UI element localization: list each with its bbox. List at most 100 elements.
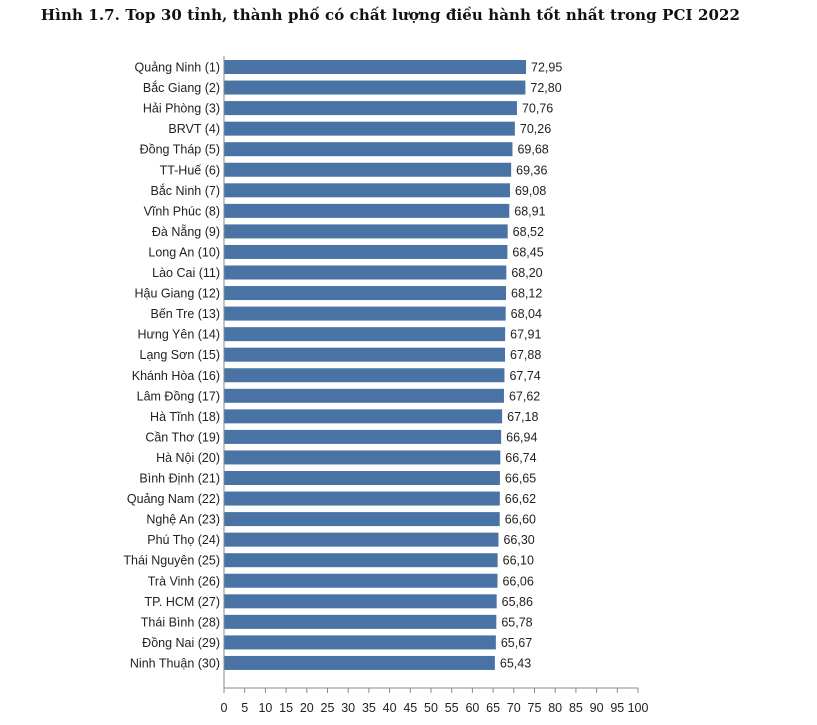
category-label: Hưng Yên (14) <box>138 328 221 342</box>
bar <box>224 450 501 465</box>
bar <box>224 655 495 670</box>
value-label: 65,43 <box>500 656 531 670</box>
x-tick-label: 10 <box>258 701 272 715</box>
category-label: Đồng Tháp (5) <box>140 143 220 157</box>
x-tick-label: 50 <box>424 701 438 715</box>
bar <box>224 512 500 527</box>
value-label: 65,78 <box>501 615 532 629</box>
value-label: 67,62 <box>509 389 540 403</box>
category-label: TT-Huế (6) <box>160 163 220 177</box>
value-label: 67,74 <box>509 369 540 383</box>
bar <box>224 429 502 444</box>
category-labels: Quảng Ninh (1) Bắc Giang (2) Hải Phòng (3)… <box>123 61 220 671</box>
x-tick-label: 5 <box>241 701 248 715</box>
category-label: Quảng Nam (22) <box>127 492 220 506</box>
category-label: Thái Nguyên (25) <box>123 554 220 568</box>
value-label: 68,45 <box>512 245 543 259</box>
category-label: Nghệ An (23) <box>146 513 220 527</box>
bar <box>224 347 506 362</box>
x-axis: 0 5 10 15 20 25 30 35 40 45 50 55 60 65 70 75 80 85 90 95 10… <box>221 56 649 715</box>
bar <box>224 594 497 609</box>
x-tick-label: 90 <box>590 701 604 715</box>
value-label: 65,86 <box>502 595 533 609</box>
bar <box>224 573 498 588</box>
bar <box>224 532 499 547</box>
value-label: 68,12 <box>511 287 542 301</box>
value-label: 70,76 <box>522 102 553 116</box>
value-label: 70,26 <box>520 122 551 136</box>
bar <box>224 471 500 485</box>
value-label: 69,08 <box>515 184 546 198</box>
category-label: Vĩnh Phúc (8) <box>144 204 220 218</box>
category-label: Lâm Đồng (17) <box>137 389 220 403</box>
x-tick-label: 0 <box>221 701 228 715</box>
x-tick-label: 20 <box>300 701 314 715</box>
value-label: 67,91 <box>510 328 541 342</box>
category-label: Phú Thọ (24) <box>147 533 220 547</box>
category-label: Lào Cai (11) <box>152 266 220 280</box>
x-tick-label: 75 <box>528 701 542 715</box>
value-label: 66,60 <box>505 513 536 527</box>
bar <box>224 265 507 280</box>
category-label: Ninh Thuận (30) <box>130 656 220 670</box>
bar <box>224 60 527 74</box>
category-label: Hải Phòng (3) <box>143 102 220 116</box>
value-labels: 72,95 72,80 70,76 70,26 69,68 69,36 69,08 68,91… <box>500 61 562 671</box>
x-tick-label: 85 <box>569 701 583 715</box>
category-label: Thái Bình (28) <box>141 615 220 629</box>
bar <box>224 327 506 342</box>
value-label: 68,91 <box>514 204 545 218</box>
category-label: Quảng Ninh (1) <box>135 61 220 75</box>
category-label: Khánh Hòa (16) <box>132 369 220 383</box>
x-tick-label: 40 <box>383 701 397 715</box>
bar <box>224 409 503 424</box>
bar <box>224 162 512 177</box>
value-label: 66,65 <box>505 472 536 486</box>
bar <box>224 388 504 403</box>
x-tick-label: 65 <box>486 701 500 715</box>
bar <box>224 121 515 136</box>
x-tick-label: 55 <box>445 701 459 715</box>
value-label: 65,67 <box>501 636 532 650</box>
x-tick-label: 60 <box>465 701 479 715</box>
x-tick-label: 95 <box>610 701 624 715</box>
category-label: Hà Nội (20) <box>156 451 220 465</box>
value-label: 67,18 <box>507 410 538 424</box>
category-label: BRVT (4) <box>168 122 220 136</box>
category-label: Hậu Giang (12) <box>135 287 220 301</box>
value-label: 66,62 <box>505 492 536 506</box>
category-label: Bến Tre (13) <box>151 307 220 321</box>
bar <box>224 244 508 259</box>
value-label: 66,94 <box>506 430 537 444</box>
x-tick-label: 15 <box>279 701 293 715</box>
category-label: Long An (10) <box>148 245 220 259</box>
value-label: 66,06 <box>502 574 533 588</box>
bar <box>224 553 498 568</box>
category-label: Bình Định (21) <box>139 472 220 486</box>
category-label: Trà Vinh (26) <box>148 574 220 588</box>
category-label: Đồng Nai (29) <box>142 636 220 650</box>
category-label: Lạng Sơn (15) <box>140 348 220 362</box>
x-tick-label: 80 <box>548 701 562 715</box>
x-tick-label: 35 <box>362 701 376 715</box>
value-label: 66,74 <box>505 451 536 465</box>
category-label: Cần Thơ (19) <box>145 430 220 444</box>
bar <box>224 101 517 116</box>
bar <box>224 491 500 506</box>
chart-title: Hình 1.7. Top 30 tỉnh, thành phố có chất… <box>40 6 741 24</box>
bar <box>224 306 506 321</box>
x-tick-label: 100 <box>628 701 649 715</box>
category-label: Bắc Giang (2) <box>143 80 220 95</box>
value-label: 66,30 <box>503 533 534 547</box>
category-label: TP. HCM (27) <box>145 595 220 609</box>
category-label: Đà Nẵng (9) <box>152 224 220 239</box>
value-label: 72,95 <box>531 61 562 75</box>
value-label: 68,20 <box>511 266 542 280</box>
category-label: Bắc Ninh (7) <box>151 183 220 198</box>
bar <box>224 224 508 239</box>
bar <box>224 635 496 650</box>
bars-layer <box>224 60 527 670</box>
bar <box>224 286 507 301</box>
x-tick-label: 45 <box>403 701 417 715</box>
